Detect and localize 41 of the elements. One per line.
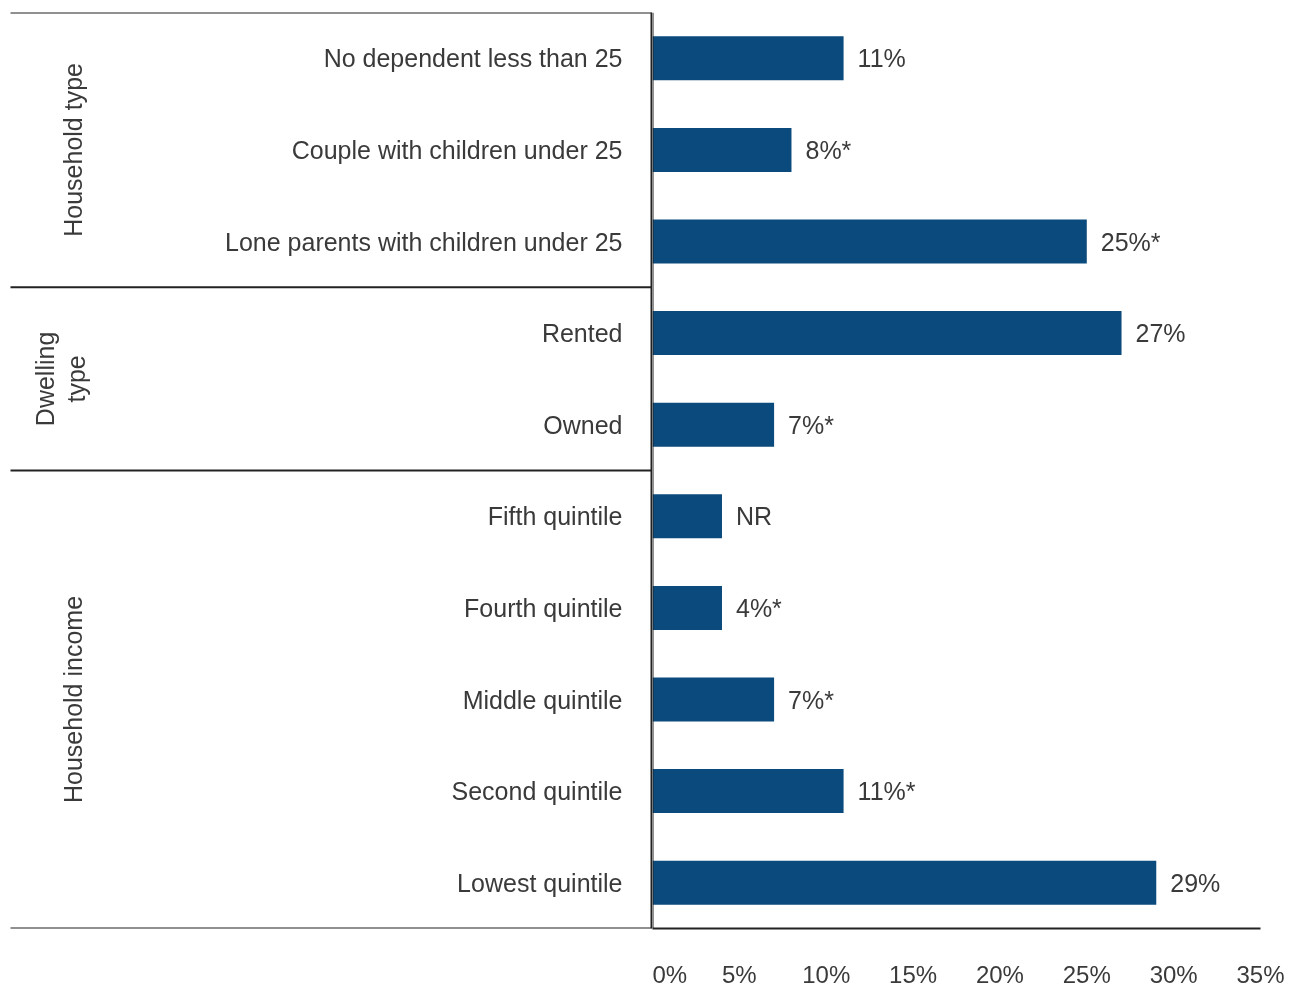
data-label: 27%	[1135, 319, 1186, 348]
bar	[652, 494, 722, 539]
y-tick-label: Couple with children under 25	[291, 135, 623, 164]
bar	[652, 677, 775, 722]
text: Dwelling type	[31, 331, 90, 427]
y-tick-label: Fifth quintile	[487, 502, 623, 531]
x-tick-label: 0%	[652, 960, 688, 988]
y-tick-label: Second quintile	[451, 777, 623, 806]
bar	[652, 860, 1157, 905]
y-tick-label: Lowest quintile	[457, 868, 623, 897]
text: Household type	[58, 63, 87, 237]
data-label: 11%	[857, 44, 906, 73]
data-label: 25%*	[1100, 227, 1161, 256]
bar	[652, 311, 1122, 356]
x-tick-label: 20%	[975, 960, 1024, 988]
data-label: 7%*	[788, 685, 835, 714]
bar	[652, 36, 844, 81]
data-label: 8%*	[805, 135, 852, 164]
y-tick-label: Middle quintile	[462, 685, 623, 714]
text: Household income	[58, 595, 87, 804]
data-label: 11%*	[857, 777, 916, 806]
data-label: 4%*	[735, 593, 783, 622]
x-tick-label: 15%	[889, 960, 938, 988]
y-tick-label: Owned	[543, 410, 623, 439]
bar	[652, 769, 844, 814]
data-label: NR	[735, 502, 773, 531]
bar	[652, 585, 722, 630]
y-tick-label: Rented	[541, 319, 623, 348]
x-tick-label: 10%	[802, 960, 851, 988]
x-tick-label: 5%	[722, 960, 757, 988]
bar	[652, 219, 1087, 264]
x-tick-label: 35%	[1236, 960, 1285, 988]
y-tick-label: Fourth quintile	[464, 593, 623, 622]
x-tick-label: 30%	[1149, 960, 1198, 988]
bar	[652, 127, 792, 172]
data-label: 29%	[1170, 868, 1221, 897]
data-label: 7%*	[788, 410, 835, 439]
y-tick-label: No dependent less than 25	[323, 44, 623, 73]
bar	[652, 402, 775, 447]
x-tick-label: 25%	[1062, 960, 1111, 988]
y-tick-label: Lone parents with children under 25	[225, 227, 623, 256]
